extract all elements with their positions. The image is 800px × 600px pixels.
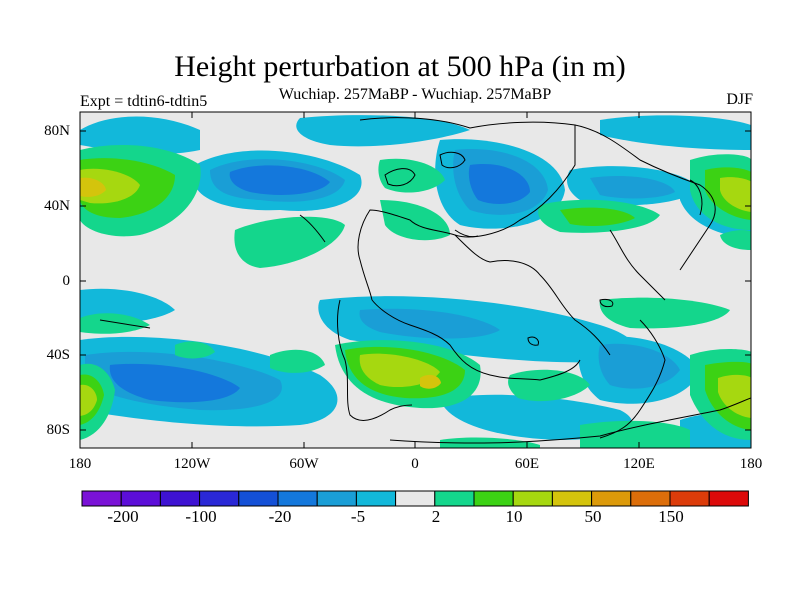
colorbar-swatch <box>708 490 749 507</box>
colorbar-label: -100 <box>185 507 217 526</box>
lat-label-40n: 40N <box>44 198 70 214</box>
colorbar-swatch <box>81 490 122 507</box>
lat-label-80n: 80N <box>44 123 70 139</box>
colorbar-label: 50 <box>584 507 602 526</box>
lon-label-60e: 60E <box>514 456 540 472</box>
colorbar-label: 150 <box>658 507 684 526</box>
colorbar-swatch <box>316 490 357 507</box>
lat-label-80s: 80S <box>46 422 70 438</box>
colorbar-label: 2 <box>431 507 441 526</box>
contour-negative <box>359 308 500 339</box>
contour-positive <box>378 158 445 193</box>
lat-label-0: 0 <box>62 273 71 289</box>
lon-label-60w: 60W <box>289 456 319 472</box>
contour-positive <box>175 341 215 359</box>
contour-positive <box>80 384 97 416</box>
lon-label-0: 0 <box>411 456 419 472</box>
colorbar-swatch <box>512 490 553 507</box>
lon-label-120w: 120W <box>173 456 211 472</box>
contour-negative <box>468 164 530 204</box>
colorbar <box>81 490 749 507</box>
colorbar-swatch <box>120 490 161 507</box>
lat-label-40s: 40S <box>46 347 70 363</box>
colorbar-swatch <box>159 490 201 507</box>
colorbar-swatch <box>355 490 397 507</box>
contour-positive <box>359 353 440 388</box>
colorbar-swatch <box>473 490 514 507</box>
map-field <box>80 112 751 448</box>
contour-positive <box>560 207 635 226</box>
lon-label-180e: 180 <box>739 456 763 472</box>
experiment-label: Expt = tdtin6-tdtin5 <box>80 93 208 110</box>
colorbar-label: -5 <box>350 507 366 526</box>
contour-positive <box>599 297 730 329</box>
colorbar-label: 10 <box>505 507 523 526</box>
contour-positive <box>270 349 325 373</box>
contour-positive <box>718 374 751 418</box>
contour-negative <box>598 343 680 389</box>
contour-negative <box>109 363 240 403</box>
colorbar-label: -200 <box>107 507 139 526</box>
colorbar-swatch <box>395 490 436 507</box>
subtitle: Wuchiap. 257MaBP - Wuchiap. 257MaBP <box>278 86 552 103</box>
contour-positive <box>580 420 690 448</box>
contour-negative <box>229 165 330 195</box>
plot-title: Height perturbation at 500 hPa (in m) <box>174 50 626 83</box>
colorbar-swatch <box>434 490 475 507</box>
contour-negative <box>600 115 751 150</box>
season-label: DJF <box>726 91 753 108</box>
colorbar-swatch <box>199 490 240 507</box>
colorbar-swatch <box>591 490 632 507</box>
colorbar-label: -20 <box>268 507 292 526</box>
contour-negative <box>296 115 470 147</box>
colorbar-swatch <box>238 490 279 507</box>
contour-positive <box>80 177 106 197</box>
contour-positive <box>234 216 345 268</box>
contour-positive <box>508 369 590 402</box>
colorbar-swatch <box>277 490 318 507</box>
contour-positive <box>420 374 441 389</box>
colorbar-swatch <box>669 490 710 507</box>
axis-ticks <box>80 112 751 448</box>
colorbar-swatch <box>630 490 671 507</box>
lon-label-180w: 180 <box>68 456 92 472</box>
colorbar-swatch <box>551 490 593 507</box>
lon-label-120e: 120E <box>623 456 655 472</box>
contour-positive <box>720 230 751 250</box>
contour-positive <box>80 313 150 334</box>
contour-negative <box>80 116 200 155</box>
coastlines <box>99 117 751 444</box>
contour-negative <box>590 175 675 199</box>
contour-positive <box>720 177 751 212</box>
